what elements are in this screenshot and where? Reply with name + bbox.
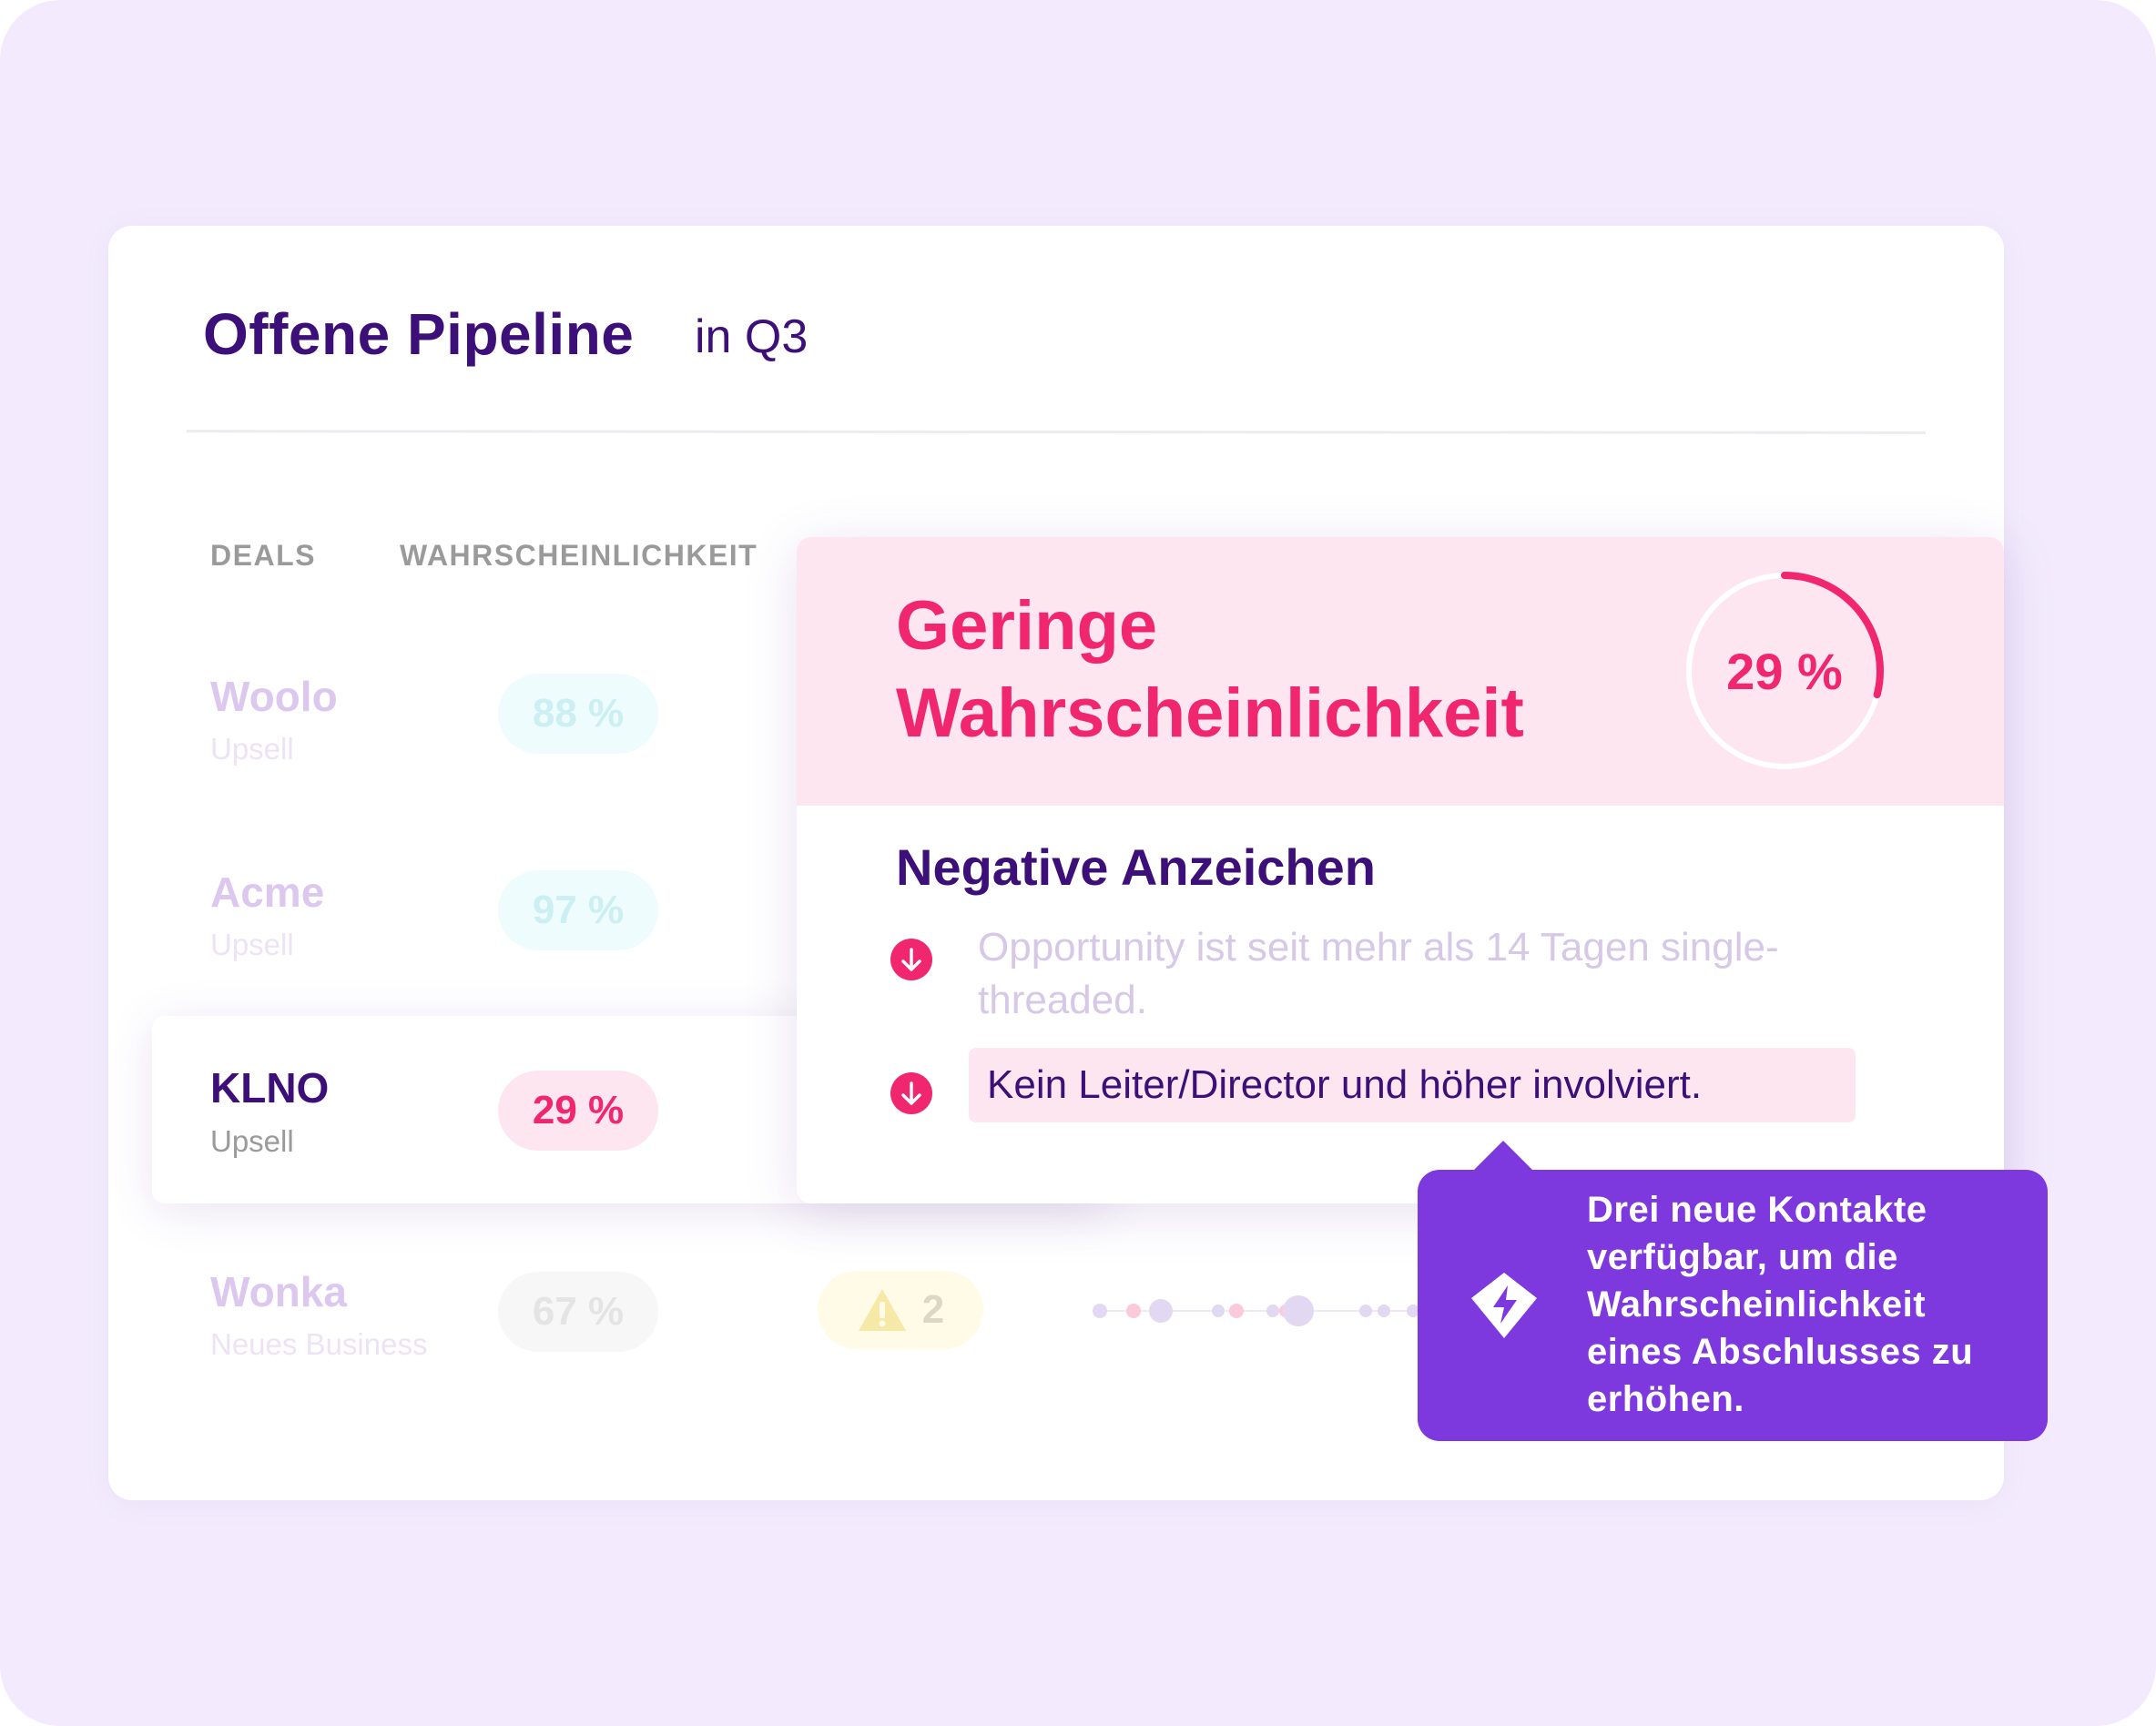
probability-ring-arc	[1685, 572, 1884, 770]
probability-badge: 67 %	[498, 1272, 658, 1352]
warning-badge[interactable]: 2	[818, 1271, 983, 1349]
deal-name[interactable]: KLNO	[210, 1064, 330, 1112]
deal-type: Upsell	[210, 928, 294, 961]
probability-badge: 29 %	[498, 1071, 658, 1151]
negative-signals-title: Negative Anzeichen	[896, 838, 1376, 896]
tooltip-text: Drei neue Kontakte verfügbar, um die Wah…	[1587, 1190, 1974, 1419]
deal-name[interactable]: Woolo	[210, 673, 338, 720]
tooltip-arrow	[1472, 1141, 1534, 1172]
negative-signal-highlighted: Kein Leiter/Director und höher involvier…	[969, 1048, 1856, 1122]
probability-badge: 97 %	[498, 870, 658, 950]
arrow-down-icon	[890, 1072, 932, 1114]
probability-detail-popup: Geringe Wahrscheinlichkeit 29 % Negative…	[797, 537, 2004, 1203]
negative-signal: Opportunity ist seit mehr als 14 Tagen s…	[978, 925, 1779, 1022]
deal-name[interactable]: Wonka	[210, 1268, 347, 1315]
probability-badge: 88 %	[498, 674, 658, 754]
probability-ring-label: 29 %	[1726, 642, 1843, 700]
page-subtitle: in Q3	[695, 310, 808, 363]
column-header-deals[interactable]: DEALS	[210, 539, 316, 572]
deal-type: Upsell	[210, 732, 294, 766]
probability-ring	[1685, 572, 1884, 770]
warning-icon	[858, 1289, 906, 1331]
deal-name[interactable]: Acme	[210, 868, 325, 916]
deal-type: Upsell	[210, 1124, 294, 1158]
page-title: Offene Pipeline	[203, 301, 635, 367]
arrow-down-icon	[890, 939, 932, 980]
popup-title: Geringe Wahrscheinlichkeit	[896, 587, 1524, 752]
warning-count: 2	[921, 1287, 945, 1332]
deal-type: Neues Business	[210, 1327, 428, 1361]
activity-timeline	[1093, 1295, 1429, 1326]
popup-header: Geringe Wahrscheinlichkeit 29 %	[797, 537, 2004, 806]
lightning-diamond-icon	[1471, 1273, 1537, 1338]
column-header-probability[interactable]: WAHRSCHEINLICHKEIT	[400, 539, 758, 572]
